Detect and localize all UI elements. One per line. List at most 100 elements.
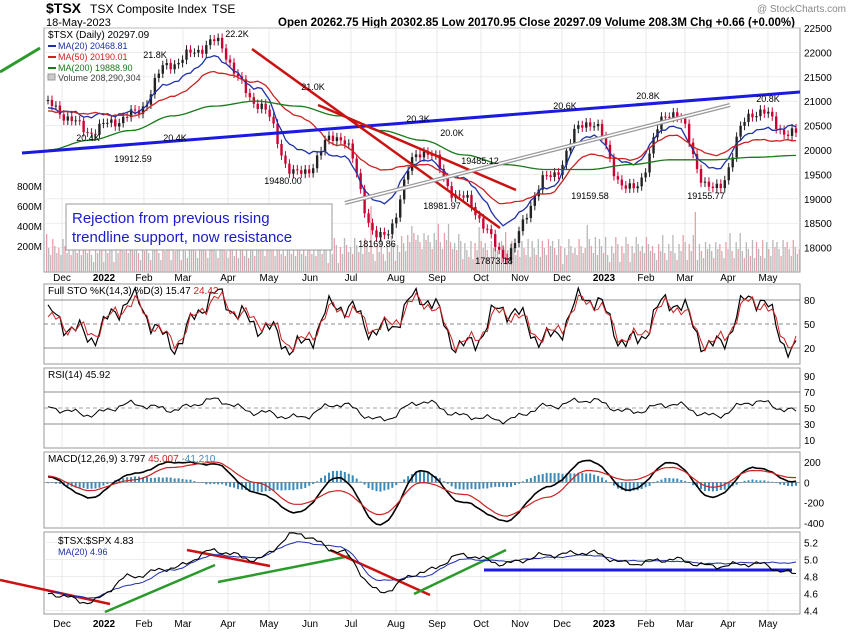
volume-bar <box>296 240 299 272</box>
price-candle-body <box>391 223 394 235</box>
price-candle-body <box>513 242 517 249</box>
macd-hist-bar <box>213 482 216 485</box>
volume-bar <box>356 245 358 272</box>
price-label: 19485.12 <box>461 156 499 166</box>
macd-hist-bar <box>446 482 449 484</box>
volume-bar <box>182 244 184 272</box>
volume-bar <box>92 262 95 272</box>
price-candle-body <box>533 196 536 206</box>
volume-bar <box>727 249 729 272</box>
volume-bar <box>700 251 703 272</box>
price-axis-tick: 20500 <box>804 122 832 133</box>
price-label: 17873.18 <box>475 256 513 266</box>
volume-bar <box>82 239 85 272</box>
volume-bar <box>188 242 191 272</box>
volume-bar <box>264 256 266 272</box>
volume-bar <box>488 257 490 272</box>
volume-bar <box>101 244 103 272</box>
price-candle-body <box>632 183 635 189</box>
macd-hist-bar <box>612 482 615 486</box>
price-candle-body <box>106 122 109 124</box>
volume-bar <box>219 242 221 272</box>
macd-hist-bar <box>597 475 600 483</box>
volume-bar <box>133 251 136 272</box>
ratio-axis-tick: 5.0 <box>804 555 818 566</box>
volume-bar <box>537 239 539 272</box>
volume-bar <box>156 235 158 272</box>
volume-bar <box>76 253 78 272</box>
volume-bar <box>641 246 643 272</box>
ratio-line <box>47 532 797 605</box>
macd-hist-bar <box>66 482 69 487</box>
volume-bar <box>417 235 419 272</box>
volume-bar <box>458 234 460 272</box>
volume-bar <box>329 247 331 272</box>
volume-bar <box>337 263 340 272</box>
price-candle-body <box>165 63 168 66</box>
volume-bar <box>150 260 152 272</box>
volume-bar <box>121 244 123 272</box>
price-candle-body <box>438 154 442 169</box>
price-candle-body <box>62 114 66 121</box>
volume-bar <box>419 242 421 272</box>
volume-bar <box>72 239 74 272</box>
macd-legend: MACD(12,26,9) 3.797 45.007 -41.210 <box>48 454 216 465</box>
volume-bar <box>137 253 140 272</box>
price-candle-body <box>581 125 584 128</box>
price-candle-body <box>759 109 762 117</box>
volume-bar <box>117 253 119 272</box>
x-label-top: May <box>260 273 279 284</box>
price-candle-body <box>173 64 176 70</box>
volume-bar <box>596 255 599 272</box>
price-candle-body <box>78 120 81 122</box>
volume-bar <box>749 256 752 272</box>
x-label-bottom: Sep <box>428 619 446 630</box>
volume-bar <box>631 246 633 272</box>
volume-bar <box>211 249 213 272</box>
volume-bar <box>223 233 225 272</box>
price-candle-body <box>719 183 723 189</box>
volume-bar <box>553 248 556 272</box>
volume-bar <box>113 262 115 272</box>
macd-hist-bar <box>260 482 263 493</box>
volume-bar <box>339 247 342 272</box>
volume-bar <box>382 254 384 272</box>
volume-bar <box>533 248 535 272</box>
price-candle-body <box>371 222 374 231</box>
x-label-top: Dec <box>553 273 571 284</box>
price-candle-body <box>118 123 121 127</box>
macd-hist-bar <box>791 482 794 487</box>
macd-hist-bar <box>47 482 49 484</box>
volume-bar <box>486 250 488 272</box>
volume-bar <box>384 261 386 272</box>
macd-hist-bar <box>490 482 493 488</box>
price-candle-body <box>743 121 746 126</box>
volume-bar <box>790 256 792 272</box>
price-candle-body <box>228 59 232 63</box>
volume-bar <box>380 236 382 272</box>
volume-bar <box>227 258 229 272</box>
volume-bar <box>551 241 554 272</box>
volume-bar <box>64 246 66 272</box>
volume-bar <box>539 257 541 272</box>
volume-bar <box>743 258 745 272</box>
ratio-red-trend-3 <box>329 548 431 597</box>
macd-hist-bar <box>268 482 271 492</box>
ratio-legend: $TSX:$SPX 4.83 <box>58 536 134 547</box>
volume-bar <box>451 249 454 272</box>
volume-bar <box>301 254 303 272</box>
volume-bar <box>566 255 568 272</box>
price-axis-tick: 18500 <box>804 219 832 230</box>
volume-bar <box>462 259 464 272</box>
price-candle-body <box>133 109 137 111</box>
price-candle-body <box>470 194 473 207</box>
macd-legend-name: MACD(12,26,9) <box>48 454 117 465</box>
price-candle-body <box>209 39 212 46</box>
price-candle-body <box>478 215 481 219</box>
volume-bar <box>278 247 280 272</box>
price-candle-body <box>379 231 382 238</box>
volume-bar <box>323 238 325 272</box>
volume-bar <box>531 241 533 272</box>
volume-bar <box>757 249 760 272</box>
macd-hist-bar <box>177 478 180 483</box>
